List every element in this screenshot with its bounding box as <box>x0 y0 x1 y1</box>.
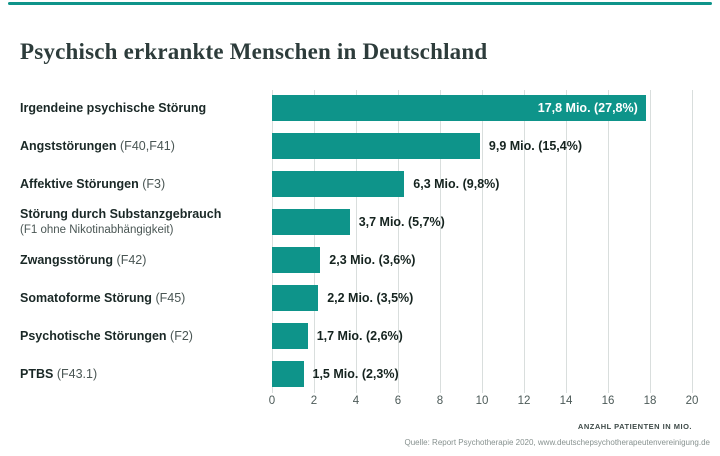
category-code: (F42) <box>116 253 147 267</box>
x-tick-label: 6 <box>394 395 402 407</box>
category-label: Psychotische Störungen <box>20 329 167 343</box>
value-label: 2,2 Mio. (3,5%) <box>327 291 414 305</box>
value-label: 1,5 Mio. (2,3%) <box>312 367 399 381</box>
bar-row: 1,5 Mio. (2,3%) <box>272 361 692 387</box>
value-label: 9,9 Mio. (15,4%) <box>488 139 582 153</box>
value-label: 3,7 Mio. (5,7%) <box>358 215 445 229</box>
x-tick-label: 4 <box>352 395 360 407</box>
gridline <box>692 90 693 393</box>
bar <box>272 133 480 159</box>
value-label: 6,3 Mio. (9,8%) <box>413 177 500 191</box>
bar-row: 2,3 Mio. (3,6%) <box>272 247 692 273</box>
x-axis-caption: ANZAHL PATIENTEN IN MIO. <box>577 422 692 431</box>
category-labels-column: Irgendeine psychische Störung Angststörun… <box>20 90 268 393</box>
x-tick-label: 12 <box>517 395 531 407</box>
category-label: Störung durch Substanzgebrauch <box>20 207 222 221</box>
gridline <box>650 90 651 393</box>
category-label: PTBS <box>20 367 54 381</box>
value-label: 2,3 Mio. (3,6%) <box>329 253 416 267</box>
category-label-row: PTBS (F43.1) <box>20 361 268 387</box>
top-accent-line <box>8 2 712 5</box>
bar-chart-plot-area: 17,8 Mio. (27,8%) 9,9 Mio. (15,4%) 6,3 Mio… <box>272 90 693 393</box>
x-tick-label: 8 <box>436 395 444 407</box>
bar-row: 17,8 Mio. (27,8%) <box>272 95 692 121</box>
bar-row: 9,9 Mio. (15,4%) <box>272 133 692 159</box>
gridline <box>524 90 525 393</box>
value-label: 1,7 Mio. (2,6%) <box>316 329 403 343</box>
category-code: (F3) <box>142 177 166 191</box>
gridline <box>272 90 273 393</box>
category-label-row: Störung durch Substanzgebrauch (F1 ohne N… <box>20 207 268 236</box>
gridline <box>314 90 315 393</box>
category-label-row: Somatoforme Störung (F45) <box>20 285 268 311</box>
category-label: Angststörungen <box>20 139 117 153</box>
bar <box>272 209 350 235</box>
category-label: Somatoforme Störung <box>20 291 152 305</box>
x-tick-label: 10 <box>475 395 489 407</box>
category-label-row: Zwangsstörung (F42) <box>20 247 268 273</box>
bar <box>272 285 319 311</box>
bar-row: 3,7 Mio. (5,7%) <box>272 209 692 235</box>
category-label: Zwangsstörung <box>20 253 114 267</box>
bar <box>272 361 304 387</box>
bar-row: 2,2 Mio. (3,5%) <box>272 285 692 311</box>
gridline <box>356 90 357 393</box>
x-axis-ticks: 0 2 4 6 8 10 12 14 16 18 20 <box>268 395 699 409</box>
x-tick-label: 2 <box>310 395 318 407</box>
category-code: (F45) <box>155 291 186 305</box>
bar <box>272 247 321 273</box>
gridline <box>566 90 567 393</box>
x-tick-label: 16 <box>601 395 615 407</box>
gridline <box>608 90 609 393</box>
bar-row: 1,7 Mio. (2,6%) <box>272 323 692 349</box>
bar <box>272 323 308 349</box>
value-label: 17,8 Mio. (27,8%) <box>537 101 638 115</box>
category-code: (F2) <box>170 329 193 343</box>
bar <box>272 171 405 197</box>
gridline <box>440 90 441 393</box>
source-attribution: Quelle: Report Psychotherapie 2020, www.… <box>404 438 710 447</box>
category-label-row: Affektive Störungen (F3) <box>20 171 268 197</box>
category-code: (F43.1) <box>56 367 98 381</box>
category-label-row: Psychotische Störungen (F2) <box>20 323 268 349</box>
x-tick-label: 18 <box>643 395 657 407</box>
gridline <box>482 90 483 393</box>
bar <box>272 95 646 121</box>
category-sublabel: (F1 ohne Nikotinabhängigkeit) <box>20 224 174 236</box>
bar-row: 6,3 Mio. (9,8%) <box>272 171 692 197</box>
category-label-row: Angststörungen (F40,F41) <box>20 133 268 159</box>
category-label: Affektive Störungen <box>20 177 139 191</box>
category-code: (F40,F41) <box>120 139 175 153</box>
category-label-row: Irgendeine psychische Störung <box>20 95 268 121</box>
x-tick-label: 14 <box>559 395 573 407</box>
page-title: Psychisch erkrankte Menschen in Deutschl… <box>20 39 488 65</box>
x-tick-label: 0 <box>268 395 276 407</box>
gridline <box>398 90 399 393</box>
x-tick-label: 20 <box>685 395 699 407</box>
category-label: Irgendeine psychische Störung <box>20 101 207 115</box>
